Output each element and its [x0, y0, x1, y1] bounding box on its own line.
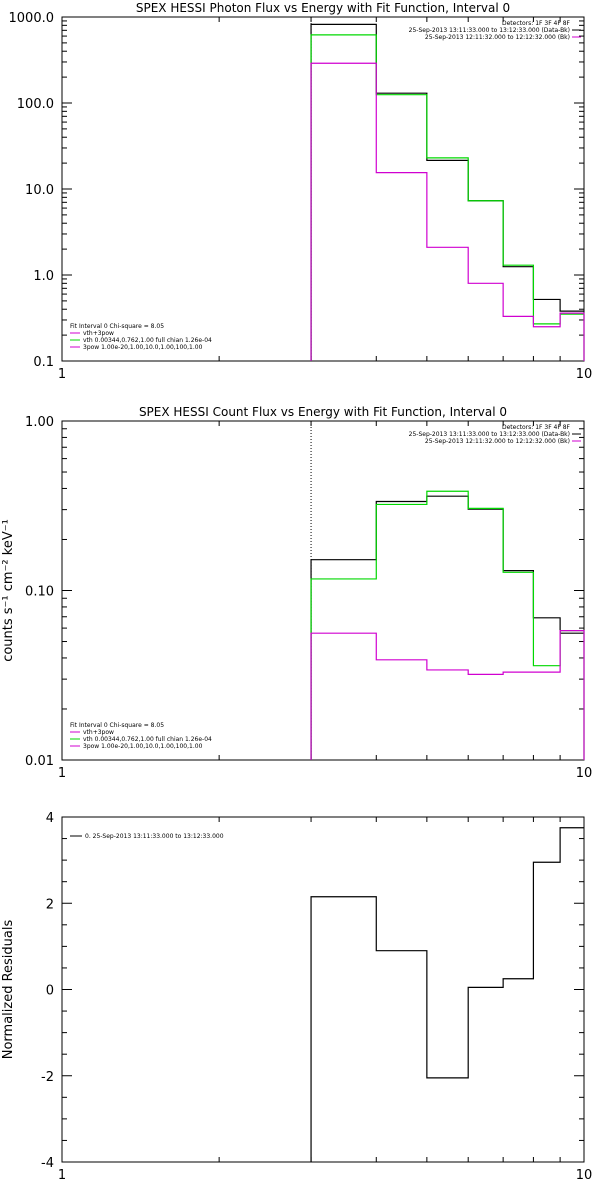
legend-entry: 25-Sep-2013 13:11:33.000 to 13:12:33.000…	[409, 27, 570, 34]
fit-legend-entry: vth+3pow	[83, 330, 114, 337]
y-axis-label: Normalized Residuals	[1, 920, 16, 1060]
y-tick-label: 2	[46, 897, 54, 912]
chart-panel-2: SPEX HESSI Count Flux vs Energy with Fit…	[1, 405, 592, 781]
x-tick-label: 10	[576, 1168, 593, 1183]
fit-legend-entry: 3pow 1.00e-20,1.00,10.0,1.00,100,1.00	[83, 743, 203, 750]
series-line-1	[310, 827, 584, 1162]
fit-legend-entry: vth 0.00344,0.762,1.00 full chian 1.26e-…	[83, 736, 212, 743]
y-tick-label: 10.0	[25, 183, 54, 198]
chart-title: SPEX HESSI Photon Flux vs Energy with Fi…	[136, 1, 510, 15]
fit-legend-entry: 3pow 1.00e-20,1.00,10.0,1.00,100,1.00	[83, 344, 203, 351]
y-tick-label: 0.1	[33, 355, 54, 370]
x-tick-label: 10	[576, 766, 593, 781]
legend-entry: 25-Sep-2013 13:11:33.000 to 13:12:33.000…	[409, 431, 570, 438]
series-line-1	[310, 495, 584, 760]
chart-title: SPEX HESSI Count Flux vs Energy with Fit…	[139, 405, 507, 419]
fit-legend-entry: Fit Interval 0 Chi-square = 8.05	[70, 323, 164, 330]
legend-entry: 25-Sep-2013 12:11:32.000 to 12:12:32.000…	[425, 438, 570, 445]
plot-frame	[61, 420, 585, 761]
series-line-3	[310, 629, 585, 760]
legend-entry: 25-Sep-2013 12:11:32.000 to 12:12:32.000…	[425, 34, 570, 41]
y-tick-label: -2	[41, 1070, 54, 1085]
y-tick-label: 1.0	[33, 269, 54, 284]
y-tick-label: -4	[41, 1156, 54, 1171]
x-tick-label: 1	[58, 766, 66, 781]
legend-entry: Detectors: 1F 3F 4F 8F	[502, 20, 571, 27]
y-tick-label: 1.00	[25, 415, 54, 430]
y-tick-label: 0.01	[25, 754, 54, 769]
x-tick-label: 1	[58, 367, 66, 382]
x-tick-label: 1	[58, 1168, 66, 1183]
series-line-2	[310, 490, 585, 760]
y-tick-label: 0	[46, 984, 54, 999]
y-tick-label: 100.0	[17, 97, 54, 112]
chart-panel-1: SPEX HESSI Photon Flux vs Energy with Fi…	[9, 1, 593, 382]
fit-legend-entry: Fit Interval 0 Chi-square = 8.05	[70, 722, 164, 729]
legend-entry: Detectors: 1F 3F 4F 8F	[502, 424, 571, 431]
y-axis-label: counts s⁻¹ cm⁻² keV⁻¹	[1, 519, 16, 662]
x-tick-label: 10	[576, 367, 593, 382]
plot-frame	[61, 816, 585, 1163]
y-tick-label: 1000.0	[9, 11, 55, 26]
plot-frame	[61, 16, 585, 362]
series-line-3	[310, 62, 585, 361]
legend-entry: 0. 25-Sep-2013 13:11:33.000 to 13:12:33.…	[85, 833, 224, 840]
fit-legend-entry: vth 0.00344,0.762,1.00 full chian 1.26e-…	[83, 337, 212, 344]
series-line-2	[310, 34, 585, 361]
fit-legend-entry: vth+3pow	[83, 729, 114, 736]
chart-panel-3: 1 10 4 2 0 -2 -4 Normalized Residuals 0. 25-Sep-…	[1, 811, 592, 1183]
y-tick-label: 4	[46, 811, 54, 826]
y-tick-label: 0.10	[25, 585, 54, 600]
series-line-1	[310, 23, 584, 361]
